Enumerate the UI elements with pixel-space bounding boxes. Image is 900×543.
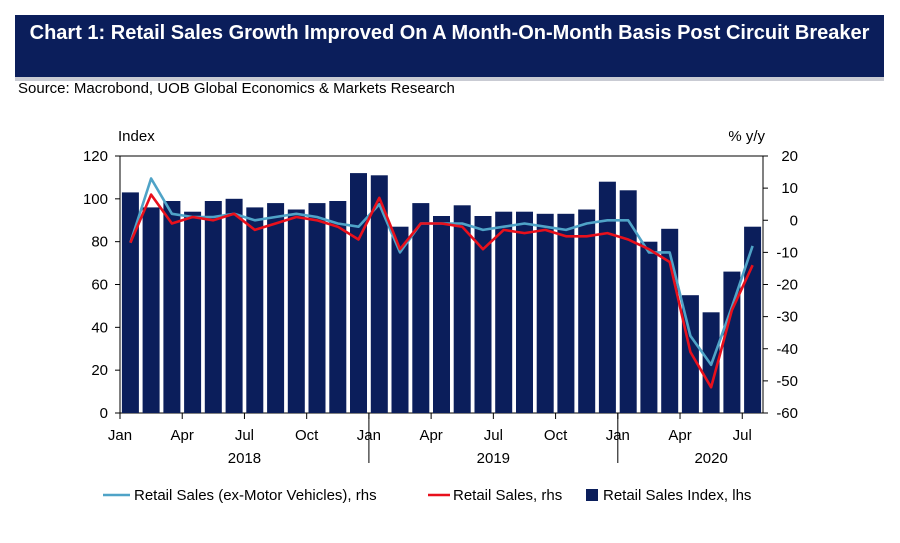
right-axis-title: % y/y [728,128,765,145]
right-tick-label: -40 [776,341,798,358]
left-tick-label: 20 [91,362,108,379]
x-year-label: 2019 [477,450,510,467]
bar-2019-04 [433,216,450,413]
left-tick-label: 120 [83,148,108,165]
bar-2019-02 [391,226,409,413]
legend-label-index: Retail Sales Index, lhs [603,487,751,504]
legend: Retail Sales (ex-Motor Vehicles), rhs Ret… [103,487,751,504]
right-tick-label: 0 [790,212,798,229]
axes-layer: 0 20 40 60 80 100 120 -60 -50 -40 -30 -20 -10 0 10 20 In… [83,128,798,467]
bar-2018-10 [308,203,326,413]
x-year-label: 2020 [694,450,727,467]
right-tick-label: -50 [776,373,798,390]
x-tick-label: Jul [733,427,752,444]
bar-2019-10 [557,213,575,413]
x-tick-label: Apr [668,427,691,444]
bar-2018-01 [121,192,139,413]
bar-2018-02 [142,207,160,413]
bar-2020-07 [744,226,762,413]
bar-2018-05 [204,201,222,413]
x-tick-label: Jan [108,427,132,444]
bar-2019-01 [370,175,388,413]
bar-2019-11 [578,209,596,413]
right-tick-label: -10 [776,244,798,261]
bar-2020-01 [619,190,637,413]
right-tick-label: -60 [776,405,798,422]
title-bar: Chart 1: Retail Sales Growth Improved On… [15,15,884,81]
left-tick-label: 80 [91,234,108,251]
lines-layer [129,177,754,389]
source-note: Source: Macrobond, UOB Global Economics … [18,80,455,97]
right-tick-label: -20 [776,277,798,294]
bar-2018-11 [329,201,347,413]
bar-2018-09 [287,209,305,413]
right-tick-label: 20 [781,148,798,165]
left-axis-title: Index [118,128,155,145]
bar-2020-06 [723,271,741,413]
bar-2019-08 [516,211,533,413]
bar-2018-04 [184,211,202,413]
bar-2018-03 [163,201,181,413]
bar-2018-06 [225,198,243,413]
x-tick-label: Apr [419,427,442,444]
left-tick-label: 40 [91,319,108,336]
line-retail-sales [129,193,754,389]
left-tick-label: 60 [91,277,108,294]
legend-label-retail: Retail Sales, rhs [453,487,562,504]
right-tick-label: 10 [781,180,798,197]
x-year-label: 2018 [228,450,261,467]
x-tick-label: Apr [171,427,194,444]
bar-2020-02 [640,241,658,413]
bar-2019-07 [495,211,513,413]
x-tick-label: Jul [235,427,254,444]
bar-2019-03 [412,203,430,413]
chart-title: Chart 1: Retail Sales Growth Improved On… [29,22,870,44]
bar-2018-08 [267,203,285,413]
bars-layer [121,173,762,413]
bar-2018-12 [350,173,367,413]
x-tick-label: Jul [484,427,503,444]
bar-2019-09 [536,213,554,413]
bar-2019-12 [598,181,616,413]
legend-label-ex-motor: Retail Sales (ex-Motor Vehicles), rhs [134,487,377,504]
right-tick-label: -30 [776,309,798,326]
x-tick-label: Oct [295,427,319,444]
x-tick-label: Oct [544,427,568,444]
bar-2018-07 [246,207,264,413]
legend-marker-index [586,489,598,501]
bar-2019-06 [474,216,492,413]
left-tick-label: 100 [83,191,108,208]
left-tick-label: 0 [100,405,108,422]
bar-2019-05 [453,205,471,413]
